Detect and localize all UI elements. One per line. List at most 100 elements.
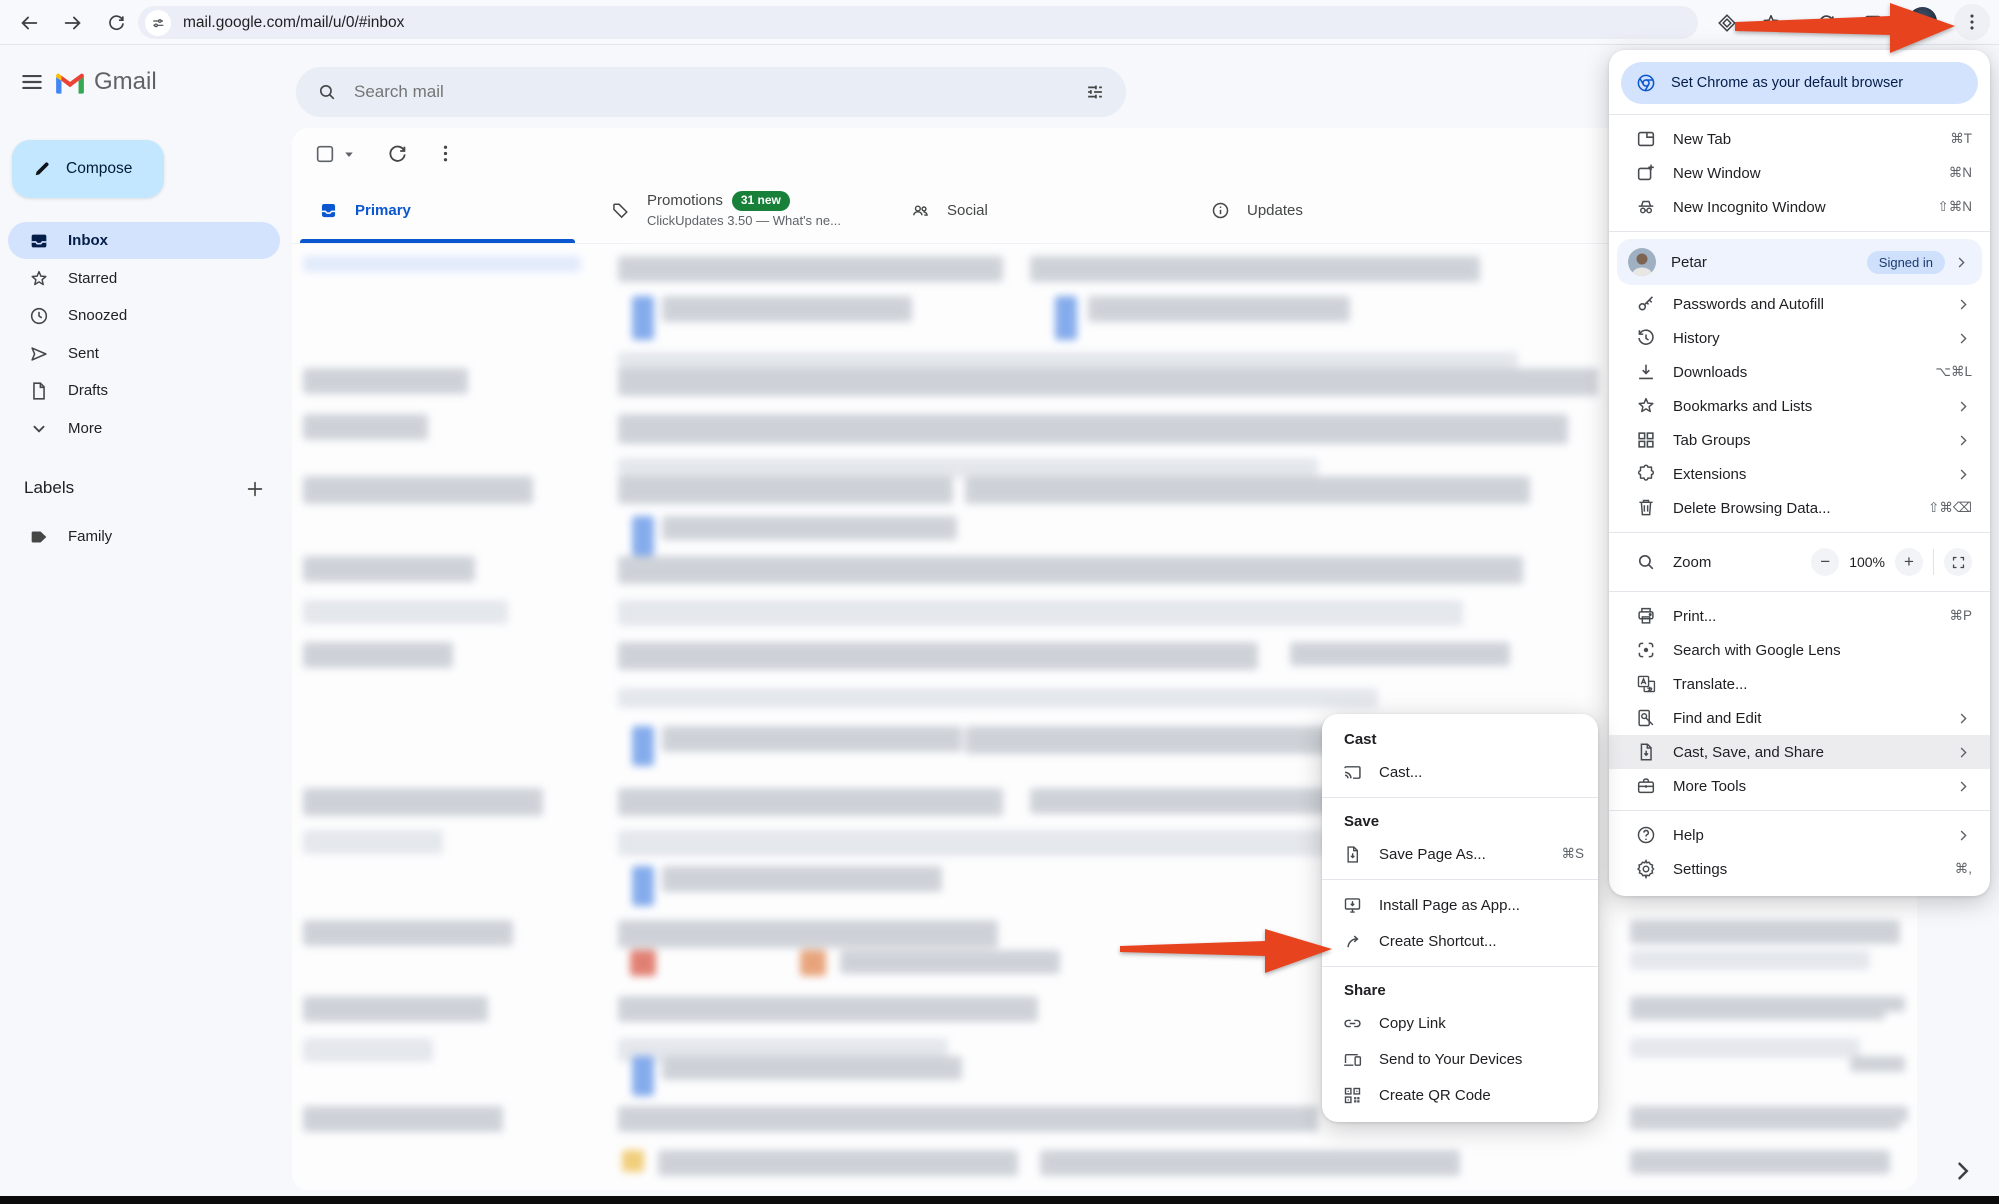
blurred-text-block bbox=[303, 788, 543, 816]
menu-item-bookmarks[interactable]: Bookmarks and Lists bbox=[1609, 389, 1990, 423]
search-bar[interactable] bbox=[296, 67, 1126, 117]
chevron-right-icon bbox=[1955, 778, 1972, 795]
chrome-menu: Set Chrome as your default browser New T… bbox=[1609, 50, 1990, 896]
lens-icon bbox=[1635, 639, 1657, 661]
menu-item-tab-groups[interactable]: Tab Groups bbox=[1609, 423, 1990, 457]
blurred-text-block bbox=[303, 256, 581, 272]
blurred-text-block bbox=[1850, 1106, 1908, 1122]
sidebar-item-inbox[interactable]: Inbox bbox=[8, 222, 280, 259]
submenu-item-create-qr-code[interactable]: Create QR Code bbox=[1322, 1077, 1598, 1113]
tab-label: Updates bbox=[1247, 201, 1303, 219]
menu-item-delete-browsing-data[interactable]: Delete Browsing Data... ⇧⌘⌫ bbox=[1609, 491, 1990, 525]
main-menu-icon[interactable] bbox=[14, 64, 50, 100]
tab-label: Primary bbox=[355, 201, 411, 219]
sidebar-label: More bbox=[68, 420, 103, 437]
tab-label: Social bbox=[947, 201, 988, 219]
search-input[interactable] bbox=[352, 81, 1064, 103]
search-filter-icon[interactable] bbox=[1084, 81, 1106, 103]
url-text[interactable]: mail.google.com/mail/u/0/#inbox bbox=[183, 13, 405, 31]
blurred-text-block bbox=[303, 368, 468, 394]
menu-item-new-tab[interactable]: New Tab ⌘T bbox=[1609, 122, 1990, 156]
menu-item-passwords[interactable]: Passwords and Autofill bbox=[1609, 287, 1990, 321]
blurred-text-block bbox=[662, 516, 957, 540]
blurred-text-block bbox=[800, 950, 826, 976]
menu-item-settings[interactable]: Settings ⌘, bbox=[1609, 852, 1990, 886]
menu-item-new-window[interactable]: New Window⇧⌘N⌘N bbox=[1609, 156, 1990, 190]
menu-item-translate[interactable]: Translate... bbox=[1609, 667, 1990, 701]
menu-item-find-and-edit[interactable]: Find and Edit bbox=[1609, 701, 1990, 735]
blurred-text-block bbox=[1030, 256, 1480, 282]
pencil-icon bbox=[32, 159, 52, 179]
expand-chevron-icon[interactable] bbox=[1948, 1156, 1978, 1186]
menu-item-incognito[interactable]: New Incognito Window ⇧⌘N bbox=[1609, 190, 1990, 224]
menu-item-downloads[interactable]: Downloads ⌥⌘L bbox=[1609, 355, 1990, 389]
tab-updates[interactable]: Updates bbox=[1210, 178, 1303, 242]
menu-separator bbox=[1609, 532, 1990, 533]
set-default-browser-button[interactable]: Set Chrome as your default browser bbox=[1621, 62, 1978, 104]
menu-separator bbox=[1609, 114, 1990, 115]
blurred-text-block bbox=[1055, 296, 1077, 340]
tab-groups-grid-icon bbox=[1635, 429, 1657, 451]
tab-social[interactable]: Social bbox=[910, 178, 988, 242]
fullscreen-button[interactable] bbox=[1944, 548, 1972, 576]
menu-separator bbox=[1322, 797, 1598, 798]
search-icon[interactable] bbox=[316, 81, 338, 103]
submenu-item-save-page-as[interactable]: Save Page As... ⌘S bbox=[1322, 836, 1598, 872]
chevron-right-icon bbox=[1953, 254, 1970, 271]
qr-code-icon bbox=[1342, 1085, 1363, 1106]
blurred-text-block bbox=[618, 1106, 1318, 1132]
blurred-text-block bbox=[1630, 996, 1885, 1020]
tab-label: Promotions bbox=[647, 191, 723, 209]
sidebar-item-family[interactable]: Family bbox=[8, 518, 280, 555]
zoom-in-button[interactable]: + bbox=[1895, 548, 1923, 576]
compose-button[interactable]: Compose bbox=[12, 140, 164, 198]
menu-item-print[interactable]: Print... ⌘P bbox=[1609, 599, 1990, 633]
sidebar-label: Family bbox=[68, 528, 113, 545]
blurred-text-block bbox=[303, 1038, 433, 1062]
compose-label: Compose bbox=[66, 160, 133, 177]
blurred-text-block bbox=[658, 1150, 1018, 1176]
save-page-icon bbox=[1342, 844, 1363, 865]
submenu-section-cast: Cast bbox=[1344, 731, 1377, 748]
back-icon[interactable] bbox=[14, 8, 44, 38]
blurred-text-block bbox=[303, 414, 428, 440]
blurred-text-block bbox=[303, 1106, 503, 1132]
submenu-item-send-to-devices[interactable]: Send to Your Devices bbox=[1322, 1041, 1598, 1077]
sidebar-item-snoozed[interactable]: Snoozed bbox=[8, 297, 280, 334]
menu-item-more-tools[interactable]: More Tools bbox=[1609, 769, 1990, 803]
site-settings-icon[interactable] bbox=[145, 9, 171, 36]
submenu-item-cast[interactable]: Cast... bbox=[1322, 754, 1598, 790]
add-label-icon[interactable] bbox=[244, 478, 266, 500]
zoom-value: 100% bbox=[1849, 554, 1885, 570]
blurred-text-block bbox=[1850, 996, 1905, 1012]
sidebar-label: Starred bbox=[68, 270, 118, 287]
screen-bottom-bar bbox=[0, 1196, 1999, 1204]
sidebar-label: Drafts bbox=[68, 382, 109, 399]
sidebar-item-drafts[interactable]: Drafts bbox=[8, 372, 280, 409]
menu-item-history[interactable]: History bbox=[1609, 321, 1990, 355]
menu-item-help[interactable]: Help bbox=[1609, 818, 1990, 852]
sidebar-item-sent[interactable]: Sent bbox=[8, 335, 280, 372]
tab-promotions[interactable]: Promotions 31 new ClickUpdates 3.50 — Wh… bbox=[610, 178, 841, 242]
menu-item-cast-save-share[interactable]: Cast, Save, and Share bbox=[1609, 735, 1990, 769]
blurred-text-block bbox=[618, 556, 1523, 584]
menu-separator bbox=[1322, 966, 1598, 967]
menu-item-extensions[interactable]: Extensions bbox=[1609, 457, 1990, 491]
submenu-item-install-page-as-app[interactable]: Install Page as App... bbox=[1322, 887, 1598, 923]
menu-item-google-lens[interactable]: Search with Google Lens bbox=[1609, 633, 1990, 667]
zoom-out-button[interactable]: − bbox=[1811, 548, 1840, 576]
submenu-item-create-shortcut[interactable]: Create Shortcut... bbox=[1322, 923, 1598, 959]
chevron-right-icon bbox=[1955, 466, 1972, 483]
install-app-icon bbox=[1342, 895, 1363, 916]
tab-primary[interactable]: Primary bbox=[318, 178, 411, 242]
address-bar[interactable]: mail.google.com/mail/u/0/#inbox bbox=[138, 6, 1698, 39]
browser-menu-button[interactable] bbox=[1954, 4, 1990, 40]
blurred-text-block bbox=[618, 414, 1568, 444]
submenu-item-copy-link[interactable]: Copy Link bbox=[1322, 1005, 1598, 1041]
forward-icon[interactable] bbox=[58, 8, 88, 38]
sidebar-item-more[interactable]: More bbox=[8, 410, 280, 447]
menu-item-profile[interactable]: Petar Signed in bbox=[1617, 239, 1982, 285]
reload-icon[interactable] bbox=[102, 8, 132, 38]
blurred-text-block bbox=[662, 296, 912, 322]
sidebar-item-starred[interactable]: Starred bbox=[8, 260, 280, 297]
